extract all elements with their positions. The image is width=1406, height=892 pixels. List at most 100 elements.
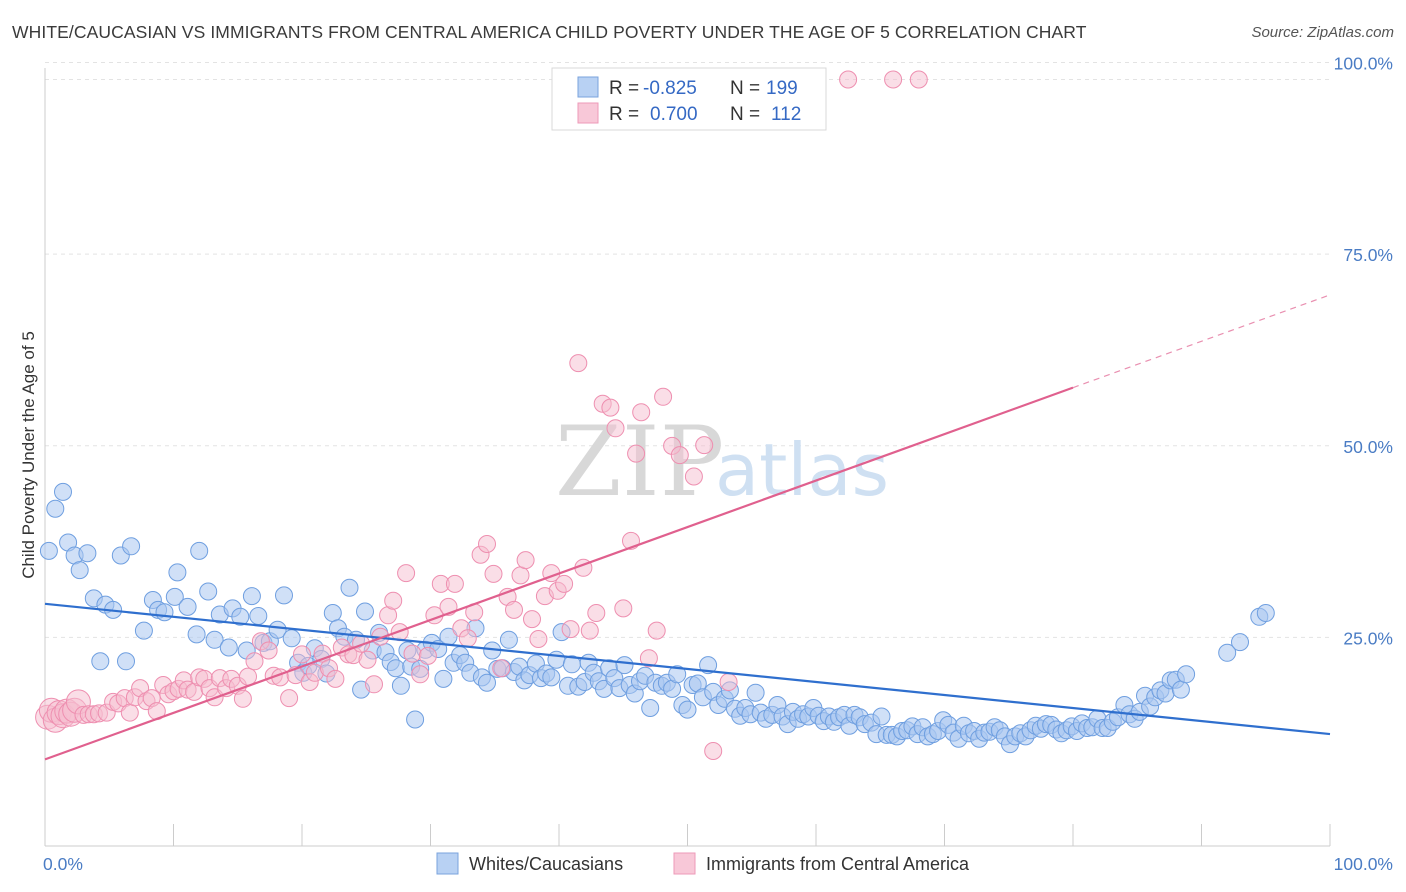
point-whites-8 <box>91 652 110 671</box>
point-immigrants-110 <box>884 70 903 89</box>
point-whites-49 <box>356 602 374 621</box>
x-tick-label-0: 0.0% <box>43 854 83 874</box>
legend-r-value-1: -0.825 <box>643 78 697 99</box>
point-whites-12 <box>117 652 135 671</box>
y-tick-labels: 100.0% 75.0% 50.0% 25.0% <box>1334 54 1393 649</box>
point-whites-209 <box>1256 604 1275 622</box>
point-immigrants-92 <box>587 604 606 622</box>
point-immigrants-94 <box>601 398 620 417</box>
bottom-legend-label-whites: Whites/Caucasians <box>469 854 623 874</box>
point-immigrants-87 <box>555 574 574 593</box>
point-whites-113 <box>699 656 718 675</box>
bottom-legend-label-immigrants: Immigrants from Central America <box>706 854 970 874</box>
point-immigrants-99 <box>632 403 651 422</box>
point-immigrants-70 <box>445 574 464 593</box>
point-immigrants-102 <box>654 387 673 406</box>
point-immigrants-17 <box>120 703 139 722</box>
legend-swatch-immigrants <box>577 102 599 124</box>
point-immigrants-79 <box>505 600 523 619</box>
bottom-legend-swatch-whites <box>436 852 459 875</box>
point-whites-83 <box>542 668 561 687</box>
legend-swatch-whites <box>577 76 599 98</box>
point-immigrants-75 <box>478 535 496 553</box>
trend-line-whites <box>44 602 1331 736</box>
point-whites-23 <box>199 582 218 601</box>
point-whites-36 <box>282 629 301 648</box>
point-whites-102 <box>641 699 660 717</box>
point-whites-146 <box>872 707 891 726</box>
point-immigrants-83 <box>529 630 548 648</box>
point-immigrants-76 <box>484 564 503 583</box>
legend-n-value-2: 112 <box>771 104 801 125</box>
point-whites-54 <box>386 659 405 678</box>
point-immigrants-63 <box>397 564 416 583</box>
point-whites-97 <box>615 656 634 675</box>
point-immigrants-66 <box>418 646 437 665</box>
point-immigrants-47 <box>293 645 311 664</box>
point-immigrants-81 <box>516 551 535 570</box>
legend-n-label-1: N = <box>730 78 760 99</box>
y-axis-label: Child Poverty Under the Age of 5 <box>19 331 38 579</box>
series-legend: Whites/Caucasians Immigrants from Centra… <box>436 852 970 875</box>
point-whites-46 <box>340 578 359 597</box>
point-whites-0 <box>39 541 58 560</box>
point-immigrants-52 <box>326 669 345 688</box>
point-whites-20 <box>178 597 197 616</box>
point-immigrants-101 <box>647 621 666 640</box>
point-immigrants-96 <box>614 599 633 618</box>
point-immigrants-61 <box>384 591 403 610</box>
y-tick-label-100: 100.0% <box>1334 54 1393 74</box>
point-immigrants-82 <box>523 610 541 629</box>
point-immigrants-42 <box>259 641 278 660</box>
correlation-legend: R = -0.825 N = 199 R = 0.700 N = 112 <box>551 67 827 131</box>
point-whites-6 <box>78 544 97 563</box>
point-whites-22 <box>190 541 209 560</box>
grid-lines <box>45 62 1330 638</box>
point-whites-18 <box>165 587 184 606</box>
point-immigrants-98 <box>627 444 646 463</box>
point-whites-75 <box>499 630 518 649</box>
point-whites-21 <box>187 625 206 644</box>
legend-n-value-1: 199 <box>766 78 798 99</box>
point-immigrants-45 <box>280 689 299 708</box>
x-tick-labels: 0.0% 100.0% <box>43 854 1393 874</box>
point-whites-28 <box>231 607 250 626</box>
point-immigrants-39 <box>239 667 257 686</box>
trend-lines <box>44 294 1331 761</box>
y-tick-label-75: 75.0% <box>1343 245 1393 265</box>
point-immigrants-65 <box>411 665 430 684</box>
source-credit: Source: ZipAtlas.com <box>1251 24 1394 41</box>
point-immigrants-40 <box>245 652 264 671</box>
point-immigrants-57 <box>358 650 377 669</box>
y-tick-label-50: 50.0% <box>1343 437 1393 457</box>
trend-line-immigrants <box>44 386 1074 761</box>
point-whites-31 <box>249 607 268 625</box>
point-whites-13 <box>122 537 141 556</box>
point-immigrants-100 <box>639 649 658 668</box>
point-whites-24 <box>205 630 224 649</box>
point-immigrants-88 <box>561 620 580 639</box>
point-whites-109 <box>678 700 697 719</box>
bottom-legend-swatch-immigrants <box>673 852 696 875</box>
point-whites-35 <box>275 586 293 605</box>
point-immigrants-111 <box>909 70 928 89</box>
point-immigrants-107 <box>704 742 723 760</box>
point-whites-26 <box>219 638 238 657</box>
point-whites-206 <box>1218 643 1237 662</box>
point-immigrants-95 <box>606 419 625 438</box>
point-whites-107 <box>668 665 687 684</box>
point-immigrants-77 <box>492 659 511 678</box>
watermark-atlas: atlas <box>715 428 889 512</box>
point-immigrants-108 <box>719 673 738 691</box>
legend-n-label-2: N = <box>730 104 760 125</box>
point-immigrants-89 <box>569 354 588 373</box>
trend-line-immigrants-extension <box>1072 294 1331 389</box>
point-immigrants-105 <box>684 467 703 486</box>
point-whites-205 <box>1177 665 1196 684</box>
point-immigrants-80 <box>511 566 530 585</box>
point-whites-71 <box>478 673 496 692</box>
point-immigrants-64 <box>403 644 422 663</box>
point-whites-30 <box>242 587 261 606</box>
y-tick-label-25: 25.0% <box>1343 628 1393 648</box>
